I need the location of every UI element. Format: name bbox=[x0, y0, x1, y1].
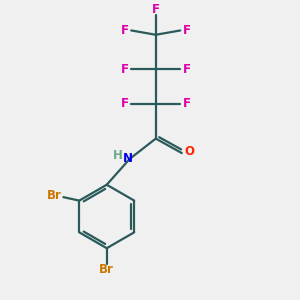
Text: F: F bbox=[121, 24, 129, 37]
Text: F: F bbox=[121, 63, 129, 76]
Text: F: F bbox=[121, 98, 129, 110]
Text: F: F bbox=[183, 98, 190, 110]
Text: F: F bbox=[183, 24, 190, 37]
Text: Br: Br bbox=[99, 263, 114, 276]
Text: F: F bbox=[152, 3, 160, 16]
Text: Br: Br bbox=[47, 189, 62, 202]
Text: H: H bbox=[113, 149, 123, 162]
Text: N: N bbox=[122, 152, 133, 165]
Text: O: O bbox=[185, 145, 195, 158]
Text: F: F bbox=[183, 63, 190, 76]
